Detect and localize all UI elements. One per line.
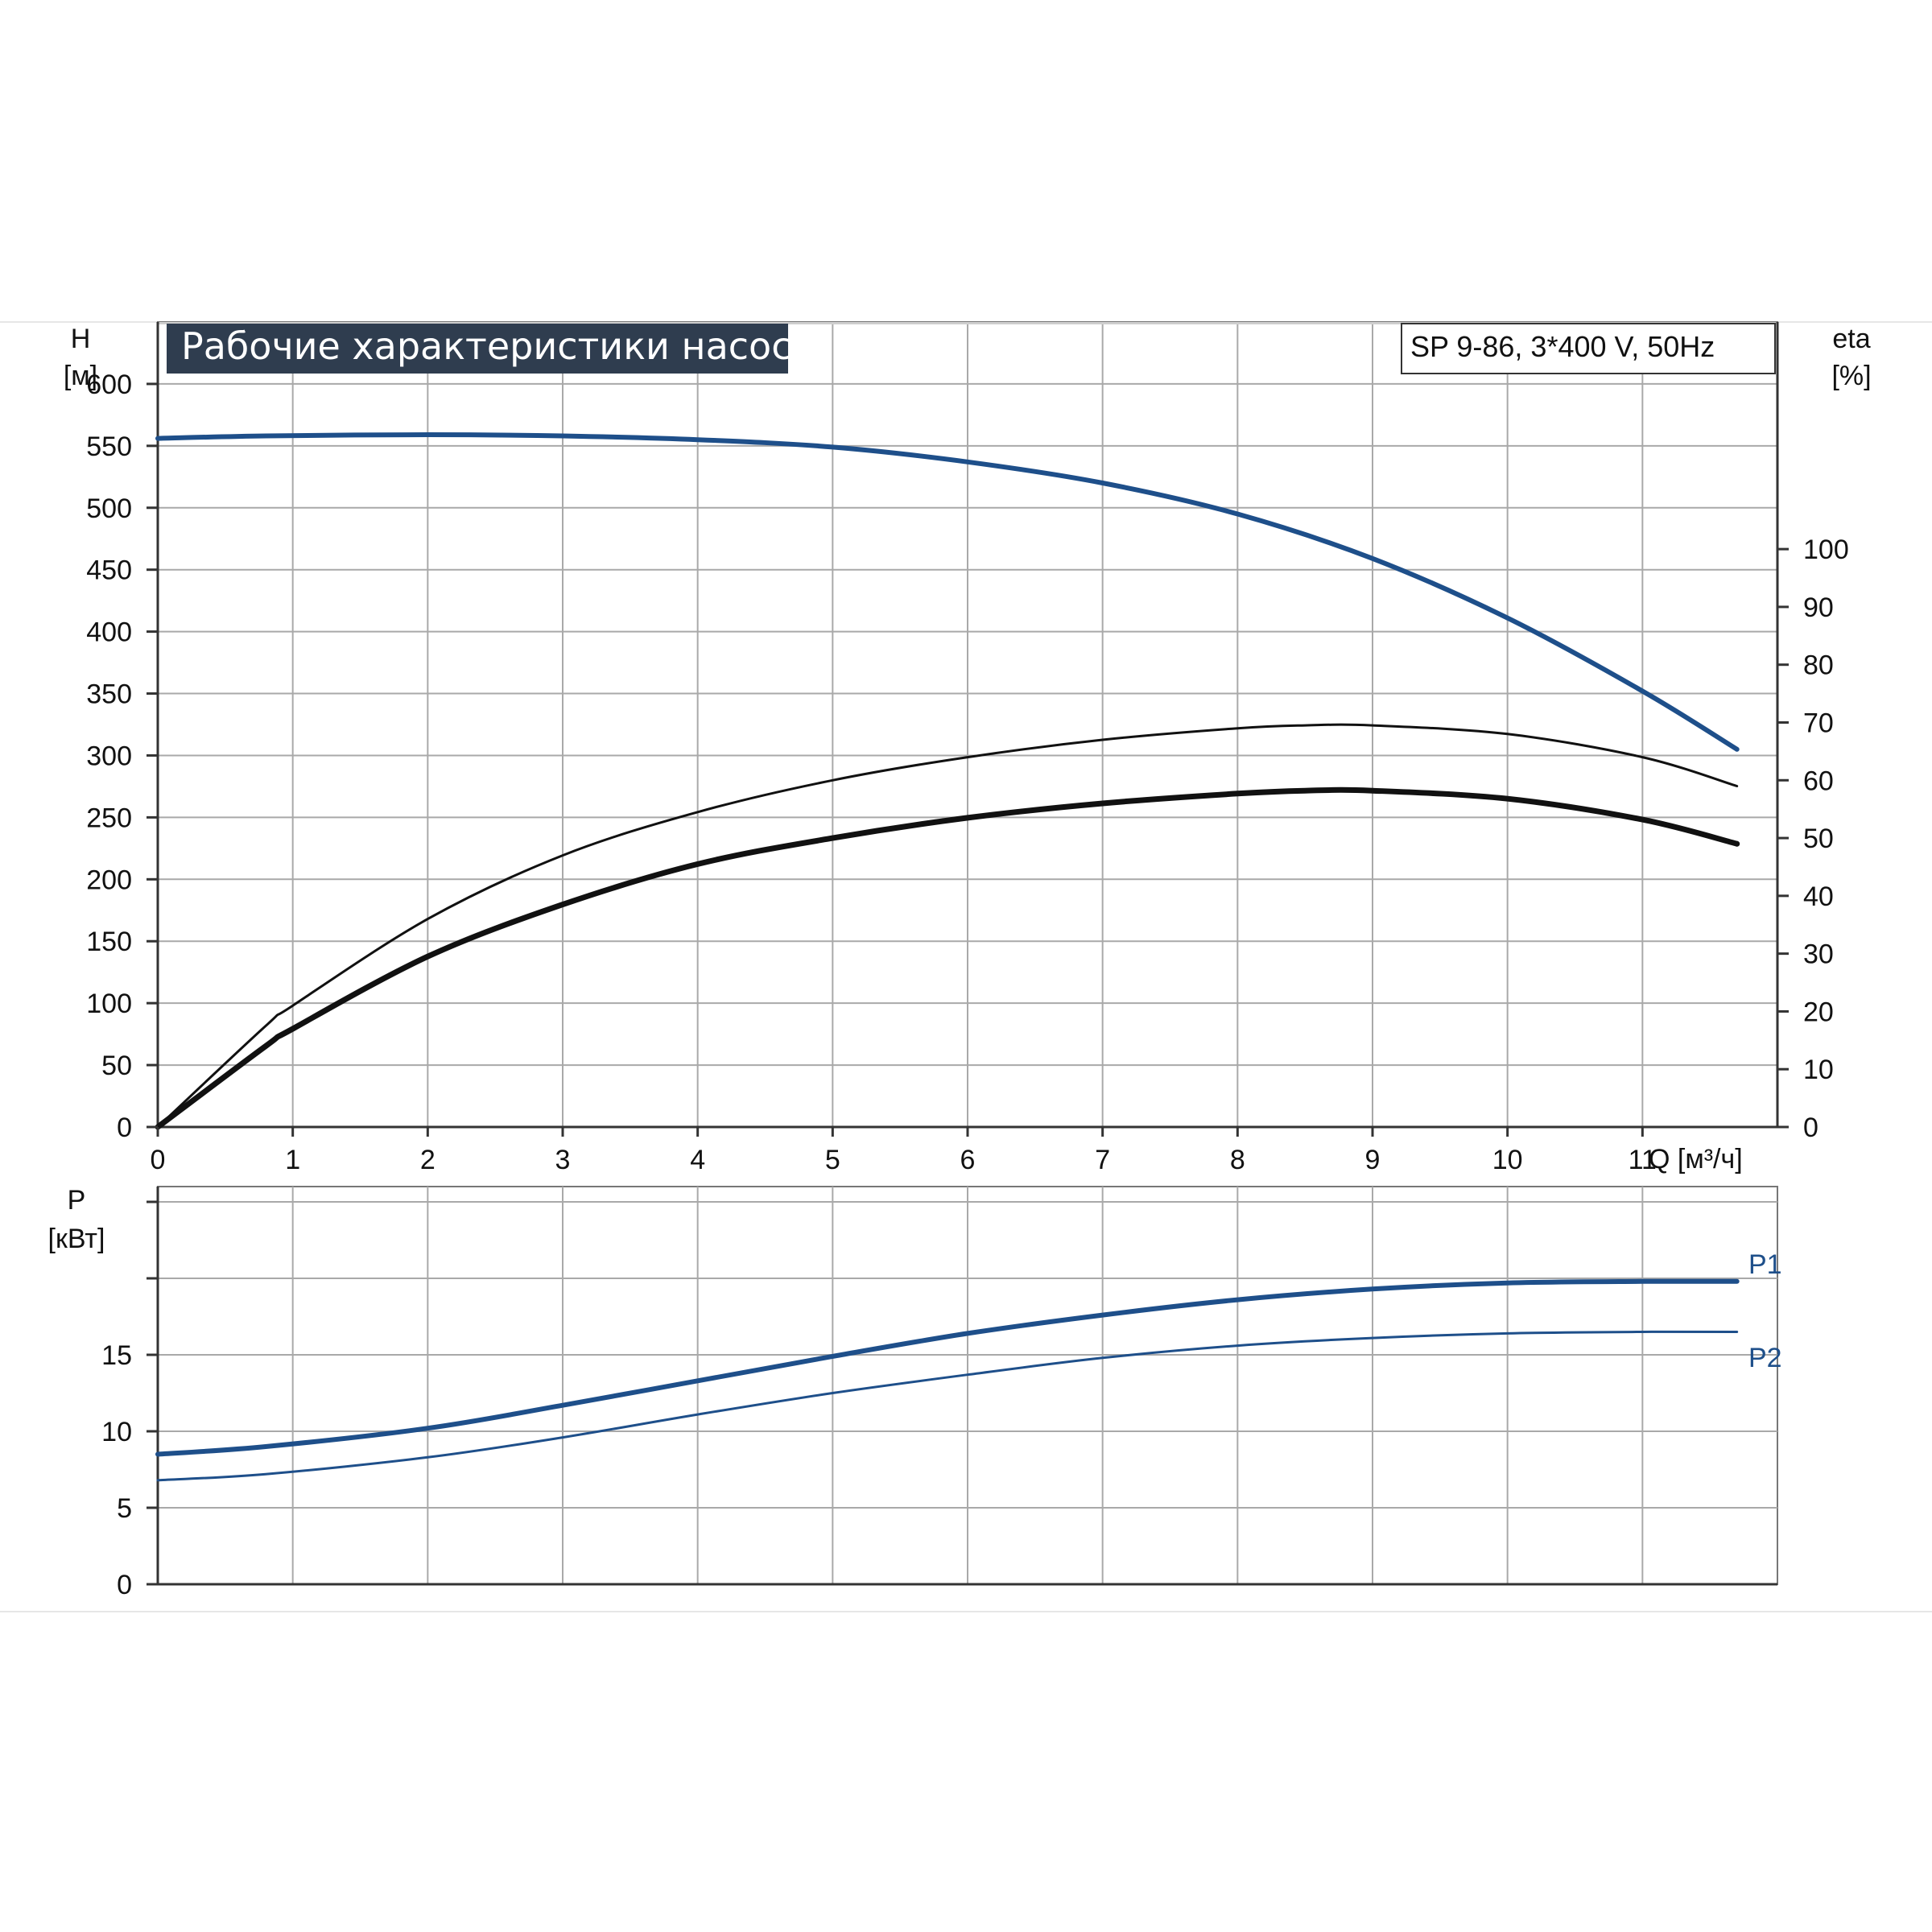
series-label-p1: P1 xyxy=(1748,1249,1782,1280)
lower-tick-label: 15 xyxy=(101,1340,132,1371)
x-tick-label: 11 xyxy=(1629,1145,1657,1175)
left-tick-label: 200 xyxy=(86,865,132,895)
power-plot: 0 5 10 15 P1 P2 P [кВт] xyxy=(48,1185,1782,1600)
left-tick-label: 550 xyxy=(86,431,132,462)
lower-series-labels: P1 P2 xyxy=(1748,1249,1782,1373)
x-tick-label: 7 xyxy=(1095,1145,1110,1175)
left-axis-unit: [м] xyxy=(64,361,97,391)
left-tick-label: 150 xyxy=(86,927,132,957)
efficiency-curve xyxy=(156,723,1739,1129)
x-tick-label: 1 xyxy=(285,1145,300,1175)
right-tick-label: 0 xyxy=(1803,1113,1818,1143)
x-tick-label: 4 xyxy=(690,1145,705,1175)
power-axis-symbol: P xyxy=(68,1185,86,1216)
x-tick-label: 5 xyxy=(825,1145,840,1175)
left-axis-symbol: H xyxy=(71,324,91,354)
p1-curve xyxy=(155,1278,1740,1457)
right-tick-label: 80 xyxy=(1803,650,1834,681)
total-efficiency-curve xyxy=(155,786,1740,1130)
left-tick-label: 300 xyxy=(86,741,132,771)
upper-curves xyxy=(155,431,1740,1130)
lower-grid xyxy=(158,1187,1777,1585)
left-tick-label: 500 xyxy=(86,493,132,524)
right-tick-label: 60 xyxy=(1803,766,1834,796)
head-efficiency-plot: 0501001502002503003504004505005506000102… xyxy=(64,321,1872,1175)
chart-title: Рабочие характеристики насоса xyxy=(181,324,815,368)
left-tick-label: 600 xyxy=(86,369,132,400)
upper-ticks: 0501001502002503003504004505005506000102… xyxy=(86,369,1848,1175)
right-tick-label: 90 xyxy=(1803,592,1834,623)
x-tick-label: 9 xyxy=(1365,1145,1381,1175)
model-box xyxy=(1401,323,1776,374)
left-tick-label: 50 xyxy=(101,1051,132,1081)
right-tick-label: 100 xyxy=(1803,535,1849,565)
head-curve xyxy=(155,431,1740,752)
left-tick-label: 100 xyxy=(86,989,132,1019)
power-axis-unit: [кВт] xyxy=(48,1224,105,1254)
x-axis-label: Q [м³/ч] xyxy=(1649,1144,1743,1174)
right-tick-label: 20 xyxy=(1803,997,1834,1027)
lower-axes xyxy=(156,1187,1777,1586)
right-tick-label: 70 xyxy=(1803,708,1834,738)
left-tick-label: 250 xyxy=(86,803,132,833)
lower-tick-label: 0 xyxy=(117,1570,132,1600)
right-axis-symbol: eta xyxy=(1832,324,1870,354)
title-box xyxy=(167,324,788,374)
lower-tick-label: 5 xyxy=(117,1493,132,1524)
x-tick-label: 8 xyxy=(1230,1145,1245,1175)
right-tick-label: 40 xyxy=(1803,881,1834,912)
x-tick-label: 2 xyxy=(420,1145,436,1175)
x-tick-label: 0 xyxy=(151,1145,166,1175)
left-tick-label: 350 xyxy=(86,679,132,710)
left-tick-label: 450 xyxy=(86,555,132,586)
p2-curve xyxy=(156,1330,1739,1482)
right-tick-label: 50 xyxy=(1803,824,1834,854)
left-tick-label: 0 xyxy=(117,1113,132,1143)
upper-grid xyxy=(158,322,1777,1128)
lower-curves xyxy=(155,1278,1740,1482)
right-tick-label: 30 xyxy=(1803,939,1834,970)
lower-tick-label: 10 xyxy=(101,1417,132,1447)
model-label: SP 9-86, 3*400 V, 50Hz xyxy=(1410,330,1715,363)
series-label-p2: P2 xyxy=(1748,1343,1782,1373)
x-tick-label: 3 xyxy=(555,1145,571,1175)
left-tick-label: 400 xyxy=(86,617,132,648)
x-tick-label: 6 xyxy=(960,1145,976,1175)
right-tick-label: 10 xyxy=(1803,1055,1834,1085)
right-axis-unit: [%] xyxy=(1831,361,1871,391)
x-tick-label: 10 xyxy=(1492,1145,1523,1175)
lower-ticks: 0 5 10 15 xyxy=(101,1200,158,1600)
